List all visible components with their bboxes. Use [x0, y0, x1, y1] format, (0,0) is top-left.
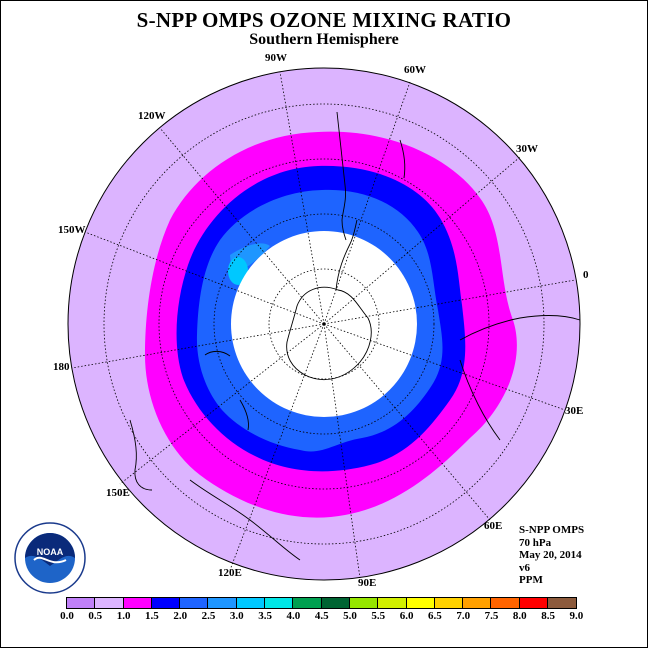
colorbar-swatch: [378, 598, 407, 608]
colorbar-swatch: [463, 598, 492, 608]
lon-label-150e: 150E: [106, 487, 130, 499]
lon-label-120w: 120W: [138, 110, 166, 122]
colorbar-swatch: [321, 598, 350, 608]
colorbar-swatch: [123, 598, 152, 608]
colorbar-swatch: [180, 598, 209, 608]
lon-label-60e: 60E: [484, 520, 502, 532]
map-title: S-NPP OMPS OZONE MIXING RATIO: [136, 8, 512, 32]
colorbar-swatch: [349, 598, 379, 608]
coastlines: [129, 111, 581, 561]
colorbar-swatch: [208, 598, 237, 608]
colorbar-swatch: [293, 598, 322, 608]
colorbar-swatch: [548, 598, 577, 608]
colorbar-tick-label: 4.0: [286, 610, 301, 622]
colorbar-tick-label: 8.0: [512, 610, 527, 622]
logo-text: NOAA: [37, 547, 64, 557]
colorbar-swatch: [491, 598, 520, 608]
colorbar-tick-label: 8.5: [541, 610, 555, 622]
colorbar-swatch: [236, 598, 266, 608]
longitude-labels: 90W 60W 30W 0 30E 60E 90E 120E 150E 180 …: [53, 52, 589, 589]
colorbar-swatch: [95, 598, 124, 608]
colorbar-swatch: [67, 598, 96, 608]
colorbar-tick-label: 3.0: [229, 610, 244, 622]
south-pole-point: [322, 322, 326, 326]
product-info: S-NPP OMPS 70 hPa May 20, 2014 v6 PPM: [519, 524, 584, 587]
lon-label-180: 180: [53, 361, 70, 373]
lon-label-0: 0: [583, 269, 589, 281]
lon-label-120e: 120E: [218, 567, 242, 579]
graticule: [71, 71, 576, 579]
info-units: PPM: [519, 574, 543, 586]
colorbar-tick-label: 7.0: [456, 610, 471, 622]
colorbar-tick-label: 1.0: [116, 610, 131, 622]
ozone-band-3-0: [228, 257, 248, 285]
colorbar-tick-label: 4.5: [314, 610, 329, 622]
colorbar-tick-label: 0.0: [60, 610, 74, 622]
colorbar-swatch: [406, 598, 435, 608]
lon-label-90w: 90W: [265, 52, 287, 64]
colorbar-tick-label: 2.5: [201, 610, 216, 622]
colorbar-ticks: 0.0 0.5 1.0 1.5 2.0 2.5 3.0 3.5 4.0 4.5 5.0 5.5 6.0 6…: [0, 610, 648, 624]
noaa-logo: NOAA: [14, 522, 86, 594]
colorbar-swatch: [434, 598, 464, 608]
colorbar-swatch: [519, 598, 549, 608]
colorbar-tick-label: 0.5: [88, 610, 103, 622]
lon-label-90e: 90E: [358, 577, 376, 589]
info-date: May 20, 2014: [519, 549, 582, 561]
colorbar-tick-label: 1.5: [145, 610, 159, 622]
colorbar-tick-label: 6.0: [399, 610, 414, 622]
lon-label-30w: 30W: [516, 143, 538, 155]
colorbar-swatch: [265, 598, 294, 608]
colorbar-tick-label: 5.5: [371, 610, 386, 622]
lon-label-150w: 150W: [58, 224, 86, 236]
lon-label-60w: 60W: [404, 64, 426, 76]
info-level: 70 hPa: [519, 536, 552, 549]
globe-outline: [67, 67, 581, 581]
info-version: v6: [519, 561, 530, 574]
colorbar: [66, 597, 578, 609]
colorbar-tick-label: 9.0: [569, 610, 584, 622]
colorbar-tick-label: 3.5: [258, 610, 272, 622]
colorbar-tick-label: 6.5: [428, 610, 442, 622]
colorbar-tick-label: 7.5: [484, 610, 499, 622]
map-subtitle: Southern Hemisphere: [249, 31, 399, 48]
lon-label-30e: 30E: [565, 405, 583, 417]
colorbar-tick-label: 5.0: [343, 610, 357, 622]
colorbar-swatch: [151, 598, 181, 608]
info-instrument: S-NPP OMPS: [519, 524, 585, 536]
colorbar-tick-label: 2.0: [173, 610, 188, 622]
